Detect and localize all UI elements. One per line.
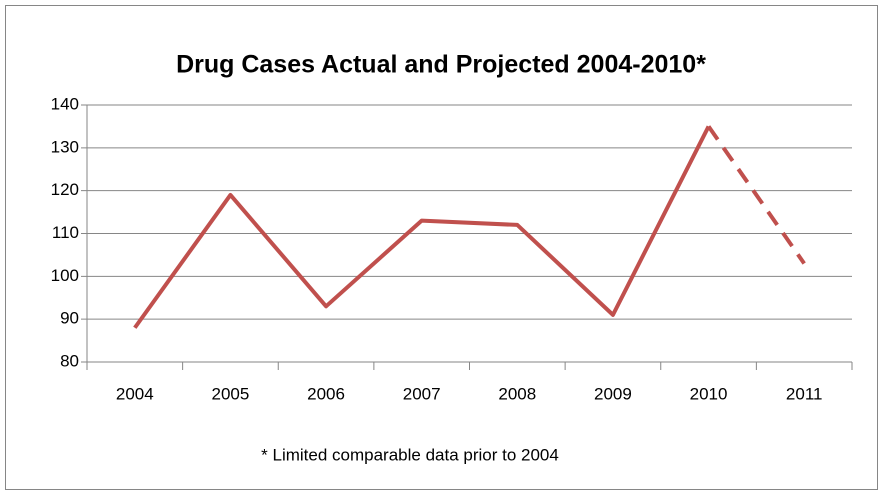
y-tick-label: 90 (60, 309, 79, 328)
x-tick-label: 2006 (307, 384, 345, 403)
y-tick-label: 100 (51, 266, 79, 285)
x-tick-label: 2007 (403, 384, 441, 403)
y-tick-label: 140 (51, 94, 79, 113)
y-tick-label: 130 (51, 137, 79, 156)
y-tick-label: 80 (60, 351, 79, 370)
x-tick-label: 2011 (786, 384, 823, 403)
chart-border (5, 5, 878, 490)
x-tick-label: 2009 (594, 384, 632, 403)
series-line (133, 125, 711, 329)
x-tick-label: 2010 (690, 384, 728, 403)
y-tick-label: 120 (51, 180, 79, 199)
series-line (706, 125, 806, 265)
x-tick-label: 2005 (212, 384, 250, 403)
y-tick-label: 110 (52, 223, 79, 242)
x-tick-label: 2004 (116, 384, 154, 403)
x-tick-label: 2008 (498, 384, 536, 403)
annotation: * Limited comparable data prior to 2004 (261, 445, 559, 464)
chart-title: Drug Cases Actual and Projected 2004-201… (176, 51, 706, 79)
